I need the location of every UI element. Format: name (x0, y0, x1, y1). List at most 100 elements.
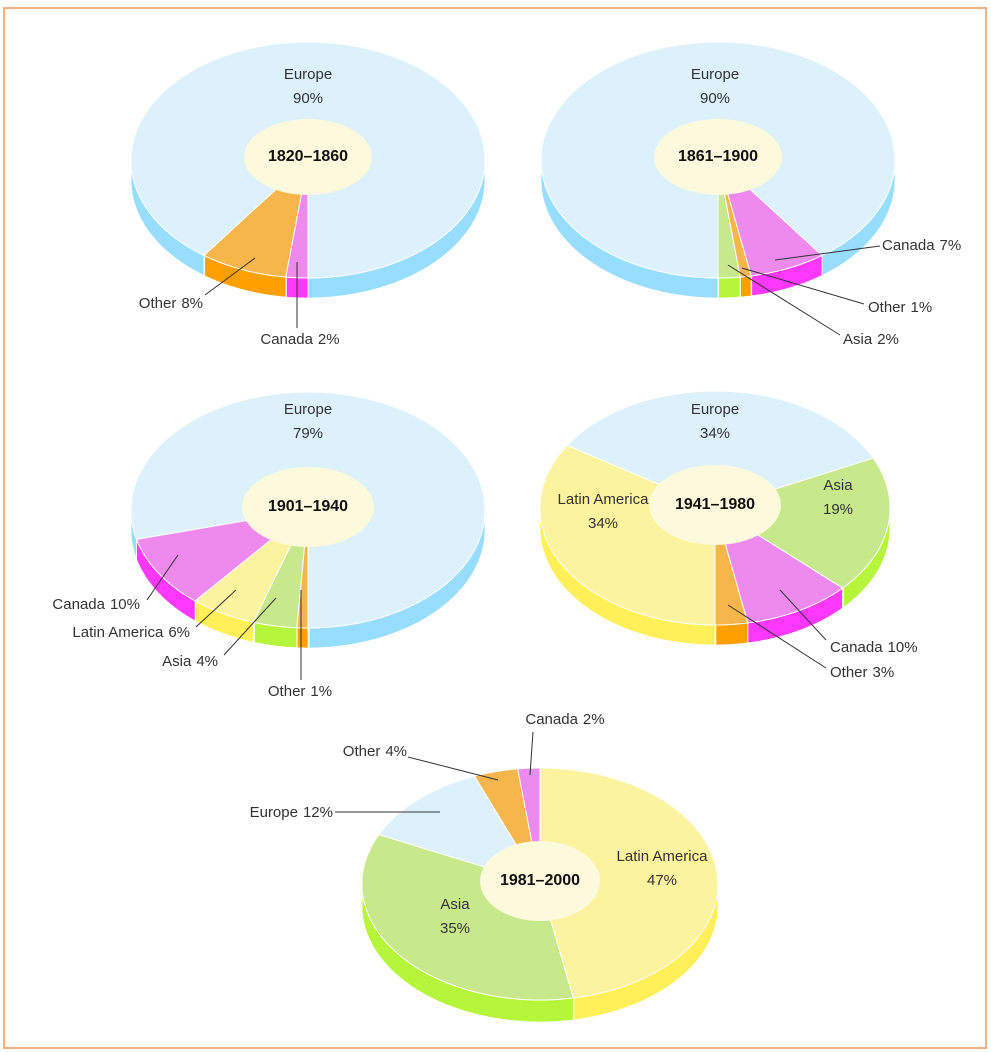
value-label: 1% (310, 683, 332, 700)
leader-line (204, 257, 256, 296)
category-label: Other (868, 299, 906, 316)
value-label: 3% (873, 664, 895, 681)
category-label: Europe (250, 804, 298, 821)
leader-line (223, 597, 277, 656)
center-hole (242, 467, 374, 547)
leader-line (727, 264, 841, 336)
leader-line (407, 756, 499, 781)
value-label: 4% (196, 653, 218, 670)
slice-label: Europe 90% (284, 66, 332, 107)
value-label: 35% (440, 920, 470, 937)
pie-tops (361, 767, 719, 1001)
slice-label: Latin America 6% (72, 624, 190, 641)
slice-side (740, 275, 752, 298)
category-label: Canada (260, 331, 313, 348)
leader-line (727, 604, 827, 669)
value-label: 1% (911, 299, 933, 316)
category-label: Other (139, 295, 177, 312)
slice-label: Canada 10% (830, 639, 918, 656)
category-label: Latin America (617, 848, 709, 865)
pie-sides (130, 510, 486, 649)
value-label: 8% (181, 295, 203, 312)
category-label: Other (830, 664, 868, 681)
slice-side (715, 622, 749, 646)
slice-side (718, 276, 741, 299)
slice (539, 767, 719, 999)
value-label: 2% (877, 331, 899, 348)
value-label: 19% (823, 501, 853, 518)
slice-label: Latin America 47% (617, 848, 709, 889)
chart-title: 1941–1980 (675, 496, 755, 513)
value-label: 12% (303, 804, 333, 821)
leader-line (529, 731, 534, 776)
category-label: Other (343, 743, 381, 760)
slice-label: Other 3% (830, 664, 894, 681)
category-label: Europe (284, 66, 332, 83)
leader-line (146, 554, 179, 601)
slice-label: Other 4% (343, 743, 407, 760)
value-label: 4% (385, 743, 407, 760)
value-label: 10% (888, 639, 918, 656)
leader-line (741, 267, 865, 305)
category-label: Canada (52, 596, 105, 613)
category-label: Canada (525, 711, 578, 728)
chart-title: 1820–1860 (268, 148, 348, 165)
category-label: Asia (843, 331, 873, 348)
slice (566, 390, 875, 509)
leader-line (774, 245, 881, 261)
slice (361, 834, 574, 1001)
slice-label: Canada 2% (525, 711, 604, 728)
value-label: 2% (583, 711, 605, 728)
value-label: 10% (110, 596, 140, 613)
category-label: Asia (162, 653, 192, 670)
slice-label: Canada 10% (52, 596, 140, 613)
slice-label: Canada 2% (260, 331, 339, 348)
slice-label: Asia 19% (823, 477, 853, 518)
chart-title: 1901–1940 (268, 498, 348, 515)
pie-sides (540, 159, 896, 299)
value-label: 34% (588, 515, 618, 532)
value-label: 34% (700, 425, 730, 442)
chart-title: 1861–1900 (678, 148, 758, 165)
center-hole (649, 465, 781, 545)
category-label: Latin America (72, 624, 164, 641)
category-label: Latin America (558, 491, 650, 508)
value-label: 6% (168, 624, 190, 641)
slice-label: Europe 79% (284, 401, 332, 442)
slice-label: Asia 2% (843, 331, 899, 348)
category-label: Europe (284, 401, 332, 418)
slice-label: Other 8% (139, 295, 203, 312)
leader-line (195, 589, 237, 628)
slice-label: Asia 35% (440, 896, 470, 937)
slice-label: Europe 90% (691, 66, 739, 107)
center-hole (244, 119, 372, 195)
slice-label: Latin America 34% (558, 491, 650, 532)
center-hole (480, 841, 600, 921)
slice-label: Europe 34% (691, 401, 739, 442)
center-hole (654, 119, 782, 195)
leader-line (779, 589, 827, 641)
value-label: 2% (318, 331, 340, 348)
slice-side (296, 627, 309, 649)
category-label: Europe (691, 401, 739, 418)
value-label: 7% (940, 237, 962, 254)
value-label: 90% (293, 90, 323, 107)
slice (713, 457, 891, 589)
frame (3, 7, 987, 1049)
slice-label: Canada 7% (882, 237, 961, 254)
slice-label: Other 1% (868, 299, 932, 316)
value-label: 79% (293, 425, 323, 442)
category-label: Canada (882, 237, 935, 254)
category-label: Other (268, 683, 306, 700)
category-label: Canada (830, 639, 883, 656)
slice-label: Asia 4% (162, 653, 218, 670)
slice-label: Europe 12% (250, 804, 333, 821)
value-label: 90% (700, 90, 730, 107)
category-label: Europe (691, 66, 739, 83)
value-label: 47% (647, 872, 677, 889)
chart-title: 1981–2000 (500, 872, 580, 889)
category-label: Asia (440, 896, 470, 913)
slice-label: Other 1% (268, 683, 332, 700)
category-label: Asia (823, 477, 853, 494)
